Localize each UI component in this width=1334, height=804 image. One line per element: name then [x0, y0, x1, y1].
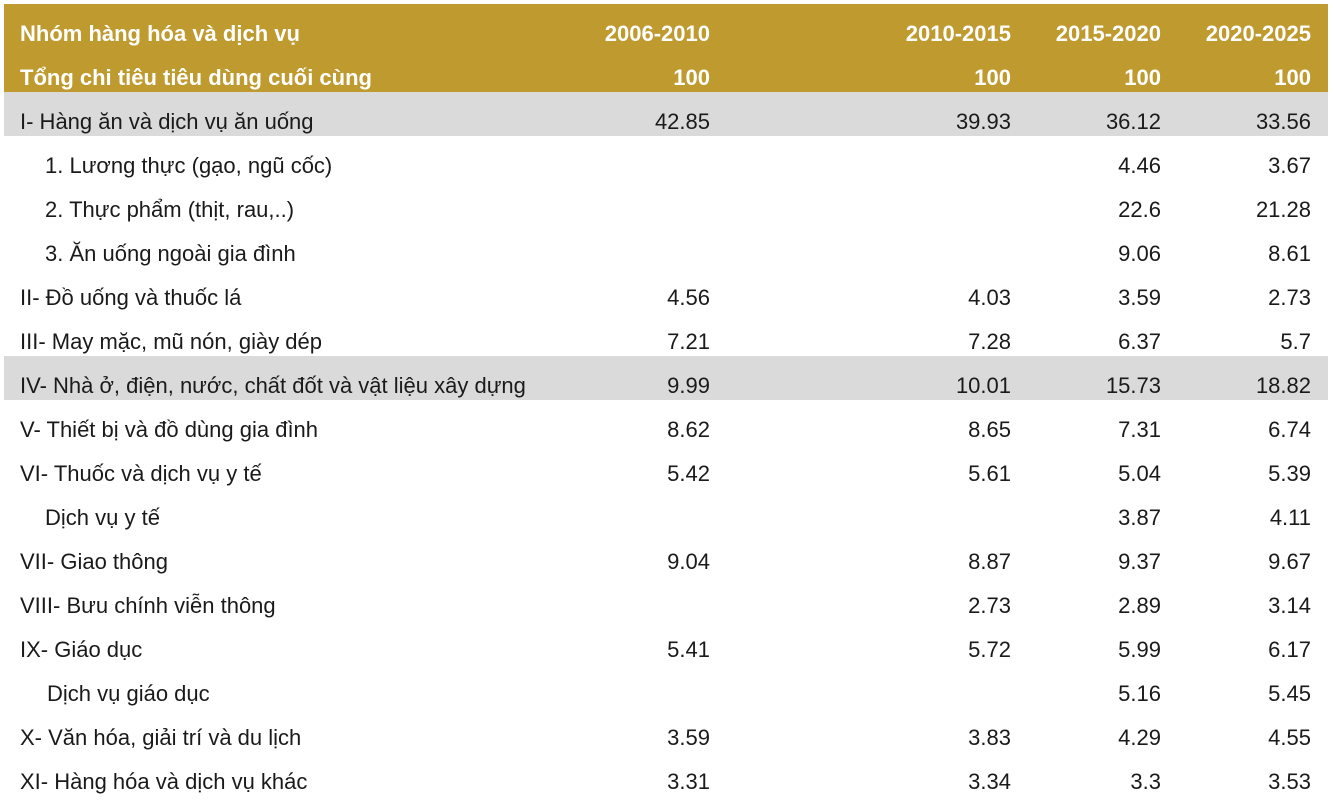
total-label: Tổng chi tiêu tiêu dùng cuối cùng: [20, 65, 372, 90]
cell-value: 5.42: [667, 461, 710, 486]
table-row: VI- Thuốc và dịch vụ y tế 5.42 5.61 5.04 5.3…: [4, 444, 1328, 488]
table-row: VII- Giao thông 9.04 8.87 9.37 9.67: [4, 532, 1328, 576]
cell-value: 5.04: [1118, 461, 1161, 486]
table-row: I- Hàng ăn và dịch vụ ăn uống 42.85 39.93 3…: [4, 92, 1328, 136]
cell-value: 3.34: [968, 769, 1011, 794]
cell-value: 22.6: [1118, 197, 1161, 222]
table-row: 2. Thực phẩm (thịt, rau,..) 22.6 21.28: [4, 180, 1328, 224]
cell-value: 5.99: [1118, 637, 1161, 662]
cell-value: 8.61: [1268, 241, 1311, 266]
cell-value: 2.73: [1268, 285, 1311, 310]
cell-value: 42.85: [654, 109, 710, 134]
cell-value: 8.62: [667, 417, 710, 442]
table-row: Dịch vụ y tế 3.87 4.11: [4, 488, 1328, 532]
total-value: 100: [974, 65, 1011, 90]
cell-value: 5.61: [968, 461, 1011, 486]
total-value: 100: [673, 65, 710, 90]
cell-value: 36.12: [1105, 109, 1161, 134]
table-row: II- Đồ uống và thuốc lá 4.56 4.03 3.59 2.73: [4, 268, 1328, 312]
cell-value: 21.28: [1255, 197, 1311, 222]
cell-value: 7.28: [968, 329, 1011, 354]
cell-value: 3.14: [1268, 593, 1311, 618]
cell-value: 9.67: [1268, 549, 1311, 574]
cell-value: 9.06: [1118, 241, 1161, 266]
cell-value: 3.83: [968, 725, 1011, 750]
total-row: Tổng chi tiêu tiêu dùng cuối cùng 100 100 1…: [4, 48, 1328, 92]
row-label: VI- Thuốc và dịch vụ y tế: [20, 461, 262, 486]
table-row: 3. Ăn uống ngoài gia đình 9.06 8.61: [4, 224, 1328, 268]
row-label: VII- Giao thông: [20, 549, 168, 574]
column-header: 2006-2010: [604, 21, 710, 46]
row-label: 2. Thực phẩm (thịt, rau,..): [45, 197, 295, 222]
cell-value: 33.56: [1255, 109, 1311, 134]
cell-value: 15.73: [1105, 373, 1161, 398]
row-label: X- Văn hóa, giải trí và du lịch: [20, 725, 302, 750]
cell-value: 5.41: [667, 637, 710, 662]
cell-value: 3.59: [667, 725, 710, 750]
cell-value: 2.73: [968, 593, 1011, 618]
cell-value: 4.03: [968, 285, 1011, 310]
row-label: Dịch vụ y tế: [45, 505, 160, 530]
cell-value: 8.65: [968, 417, 1011, 442]
cell-value: 5.45: [1268, 681, 1311, 706]
row-label: I- Hàng ăn và dịch vụ ăn uống: [20, 109, 314, 134]
table-row: IX- Giáo dục 5.41 5.72 5.99 6.17: [4, 620, 1328, 664]
cell-value: 3.87: [1118, 505, 1161, 530]
cell-value: 6.74: [1268, 417, 1311, 442]
cell-value: 3.53: [1268, 769, 1311, 794]
row-label: 1. Lương thực (gạo, ngũ cốc): [45, 153, 333, 178]
cell-value: 6.17: [1268, 637, 1311, 662]
table-row: III- May mặc, mũ nón, giày dép 7.21 7.28 6.…: [4, 312, 1328, 356]
table-row: IV- Nhà ở, điện, nước, chất đốt và vật l…: [4, 356, 1328, 400]
cell-value: 3.67: [1268, 153, 1311, 178]
cell-value: 4.55: [1268, 725, 1311, 750]
cell-value: 9.04: [667, 549, 710, 574]
cell-value: 5.16: [1118, 681, 1161, 706]
cell-value: 9.37: [1118, 549, 1161, 574]
row-label: IX- Giáo dục: [20, 637, 143, 662]
total-value: 100: [1274, 65, 1311, 90]
cell-value: 7.31: [1118, 417, 1161, 442]
column-header: 2020-2025: [1205, 21, 1311, 46]
header-row: Nhóm hàng hóa và dịch vụ 2006-2010 2010-20…: [4, 4, 1328, 48]
cell-value: 8.87: [968, 549, 1011, 574]
cell-value: 5.39: [1268, 461, 1311, 486]
row-label: III- May mặc, mũ nón, giày dép: [20, 329, 323, 354]
total-value: 100: [1124, 65, 1161, 90]
cell-value: 6.37: [1118, 329, 1161, 354]
cell-value: 9.99: [667, 373, 710, 398]
cell-value: 4.29: [1118, 725, 1161, 750]
cell-value: 10.01: [955, 373, 1011, 398]
table-row: V- Thiết bị và đồ dùng gia đình 8.62 8.65 7…: [4, 400, 1328, 444]
row-label: 3. Ăn uống ngoài gia đình: [45, 241, 296, 266]
cell-value: 5.72: [968, 637, 1011, 662]
row-label: V- Thiết bị và đồ dùng gia đình: [20, 417, 319, 442]
header-title: Nhóm hàng hóa và dịch vụ: [20, 21, 300, 46]
column-header: 2010-2015: [905, 21, 1011, 46]
table-row: Dịch vụ giáo dục 5.16 5.45: [4, 664, 1328, 708]
cell-value: 3.59: [1118, 285, 1161, 310]
row-label: VIII- Bưu chính viễn thông: [20, 593, 276, 618]
cell-value: 4.56: [667, 285, 710, 310]
row-label: II- Đồ uống và thuốc lá: [20, 285, 242, 310]
cell-value: 4.11: [1269, 505, 1311, 530]
table-row: XI- Hàng hóa và dịch vụ khác 3.31 3.34 3.3 3…: [4, 752, 1328, 796]
row-label: XI- Hàng hóa và dịch vụ khác: [20, 769, 308, 794]
cell-value: 39.93: [955, 109, 1011, 134]
cell-value: 7.21: [667, 329, 710, 354]
cell-value: 4.46: [1118, 153, 1161, 178]
table-row: 1. Lương thực (gạo, ngũ cốc) 4.46 3.67: [4, 136, 1328, 180]
row-label: IV- Nhà ở, điện, nước, chất đốt và vật l…: [20, 373, 526, 398]
cell-value: 3.31: [667, 769, 710, 794]
table-row: VIII- Bưu chính viễn thông 2.73 2.89 3.14: [4, 576, 1328, 620]
row-label: Dịch vụ giáo dục: [47, 681, 210, 706]
cell-value: 2.89: [1118, 593, 1161, 618]
table-row: X- Văn hóa, giải trí và du lịch 3.59 3.83 4…: [4, 708, 1328, 752]
column-header: 2015-2020: [1055, 21, 1161, 46]
cell-value: 3.3: [1130, 769, 1161, 794]
cell-value: 18.82: [1255, 373, 1311, 398]
cell-value: 5.7: [1280, 329, 1311, 354]
